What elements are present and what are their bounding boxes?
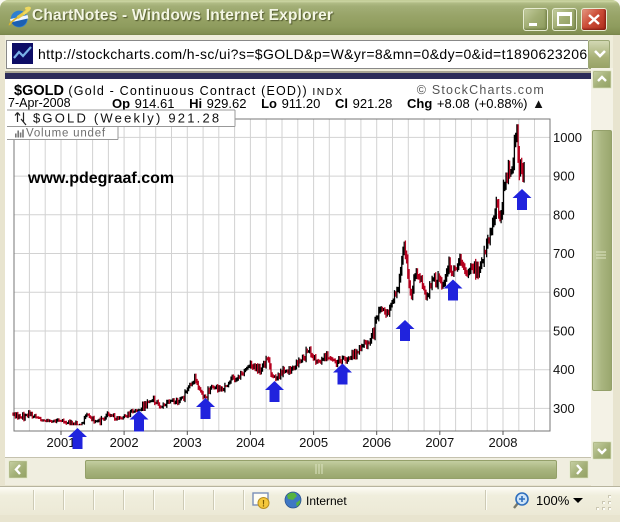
svg-text:2001: 2001 (47, 435, 76, 450)
svg-text:www.pdegraaf.com: www.pdegraaf.com (27, 170, 174, 187)
svg-text:2007: 2007 (425, 435, 454, 450)
svg-text:500: 500 (553, 324, 575, 339)
svg-text:$GOLD (Weekly) 921.28: $GOLD (Weekly) 921.28 (33, 111, 221, 126)
svg-text:2005: 2005 (299, 435, 328, 450)
svg-text:!: ! (262, 499, 265, 509)
svg-text:2008: 2008 (489, 435, 518, 450)
svg-text:600: 600 (553, 285, 575, 300)
svg-text:700: 700 (553, 246, 575, 261)
svg-text:300: 300 (553, 401, 575, 416)
svg-text:900: 900 (553, 169, 575, 184)
svg-text:2002: 2002 (110, 435, 139, 450)
svg-text:2003: 2003 (173, 435, 202, 450)
svg-text:2006: 2006 (362, 435, 391, 450)
svg-text:Volume undef: Volume undef (26, 128, 106, 140)
svg-text:2004: 2004 (236, 435, 265, 450)
svg-text:800: 800 (553, 207, 575, 222)
svg-text:1000: 1000 (553, 130, 582, 145)
svg-text:400: 400 (553, 362, 575, 377)
